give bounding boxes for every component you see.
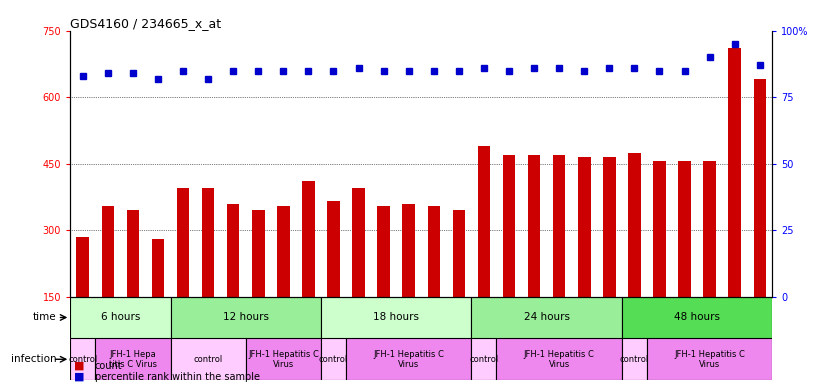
Text: 24 hours: 24 hours <box>524 313 570 323</box>
Text: JFH-1 Hepatitis C
Virus: JFH-1 Hepatitis C Virus <box>674 349 745 369</box>
Bar <box>704 161 716 296</box>
Bar <box>453 210 465 296</box>
Bar <box>102 206 114 296</box>
Text: control: control <box>193 355 223 364</box>
Text: 12 hours: 12 hours <box>223 313 268 323</box>
Bar <box>578 157 591 296</box>
Text: control: control <box>620 355 649 364</box>
Bar <box>729 48 741 296</box>
Bar <box>472 296 622 338</box>
Bar <box>252 210 264 296</box>
Bar <box>70 338 95 380</box>
Text: time: time <box>32 313 56 323</box>
Bar <box>553 155 566 296</box>
Bar <box>227 204 240 296</box>
Bar <box>321 296 472 338</box>
Text: control: control <box>319 355 348 364</box>
Text: 6 hours: 6 hours <box>101 313 140 323</box>
Bar <box>496 338 622 380</box>
Bar <box>603 157 615 296</box>
Bar <box>126 210 139 296</box>
Bar <box>477 146 490 296</box>
Bar <box>202 188 215 296</box>
Bar <box>428 206 440 296</box>
Bar <box>353 188 365 296</box>
Bar <box>177 188 189 296</box>
Bar <box>170 338 246 380</box>
Bar <box>377 206 390 296</box>
Bar <box>327 201 339 296</box>
Bar <box>277 206 290 296</box>
Text: count: count <box>95 361 122 371</box>
Bar <box>170 296 321 338</box>
Text: control: control <box>68 355 97 364</box>
Bar <box>346 338 472 380</box>
Bar <box>246 338 321 380</box>
Text: JFH-1 Hepatitis C
Virus: JFH-1 Hepatitis C Virus <box>373 349 444 369</box>
Text: JFH-1 Hepatitis C
Virus: JFH-1 Hepatitis C Virus <box>524 349 595 369</box>
Bar <box>77 237 89 296</box>
Bar <box>528 155 540 296</box>
Bar <box>753 79 766 296</box>
Bar <box>321 338 346 380</box>
Bar <box>678 161 691 296</box>
Bar <box>622 338 647 380</box>
Bar <box>503 155 515 296</box>
Text: ■: ■ <box>74 372 85 382</box>
Text: percentile rank within the sample: percentile rank within the sample <box>95 372 260 382</box>
Bar <box>647 338 772 380</box>
Text: GDS4160 / 234665_x_at: GDS4160 / 234665_x_at <box>70 17 221 30</box>
Bar <box>402 204 415 296</box>
Bar <box>472 338 496 380</box>
Bar <box>302 181 315 296</box>
Bar <box>70 296 170 338</box>
Text: ■: ■ <box>74 361 85 371</box>
Bar <box>95 338 170 380</box>
Text: control: control <box>469 355 499 364</box>
Bar <box>653 161 666 296</box>
Bar <box>622 296 772 338</box>
Text: JFH-1 Hepa
titis C Virus: JFH-1 Hepa titis C Virus <box>109 349 157 369</box>
Text: 18 hours: 18 hours <box>373 313 419 323</box>
Bar <box>152 239 164 296</box>
Text: 48 hours: 48 hours <box>674 313 720 323</box>
Bar <box>628 152 641 296</box>
Text: infection: infection <box>11 354 56 364</box>
Text: JFH-1 Hepatitis C
Virus: JFH-1 Hepatitis C Virus <box>248 349 319 369</box>
